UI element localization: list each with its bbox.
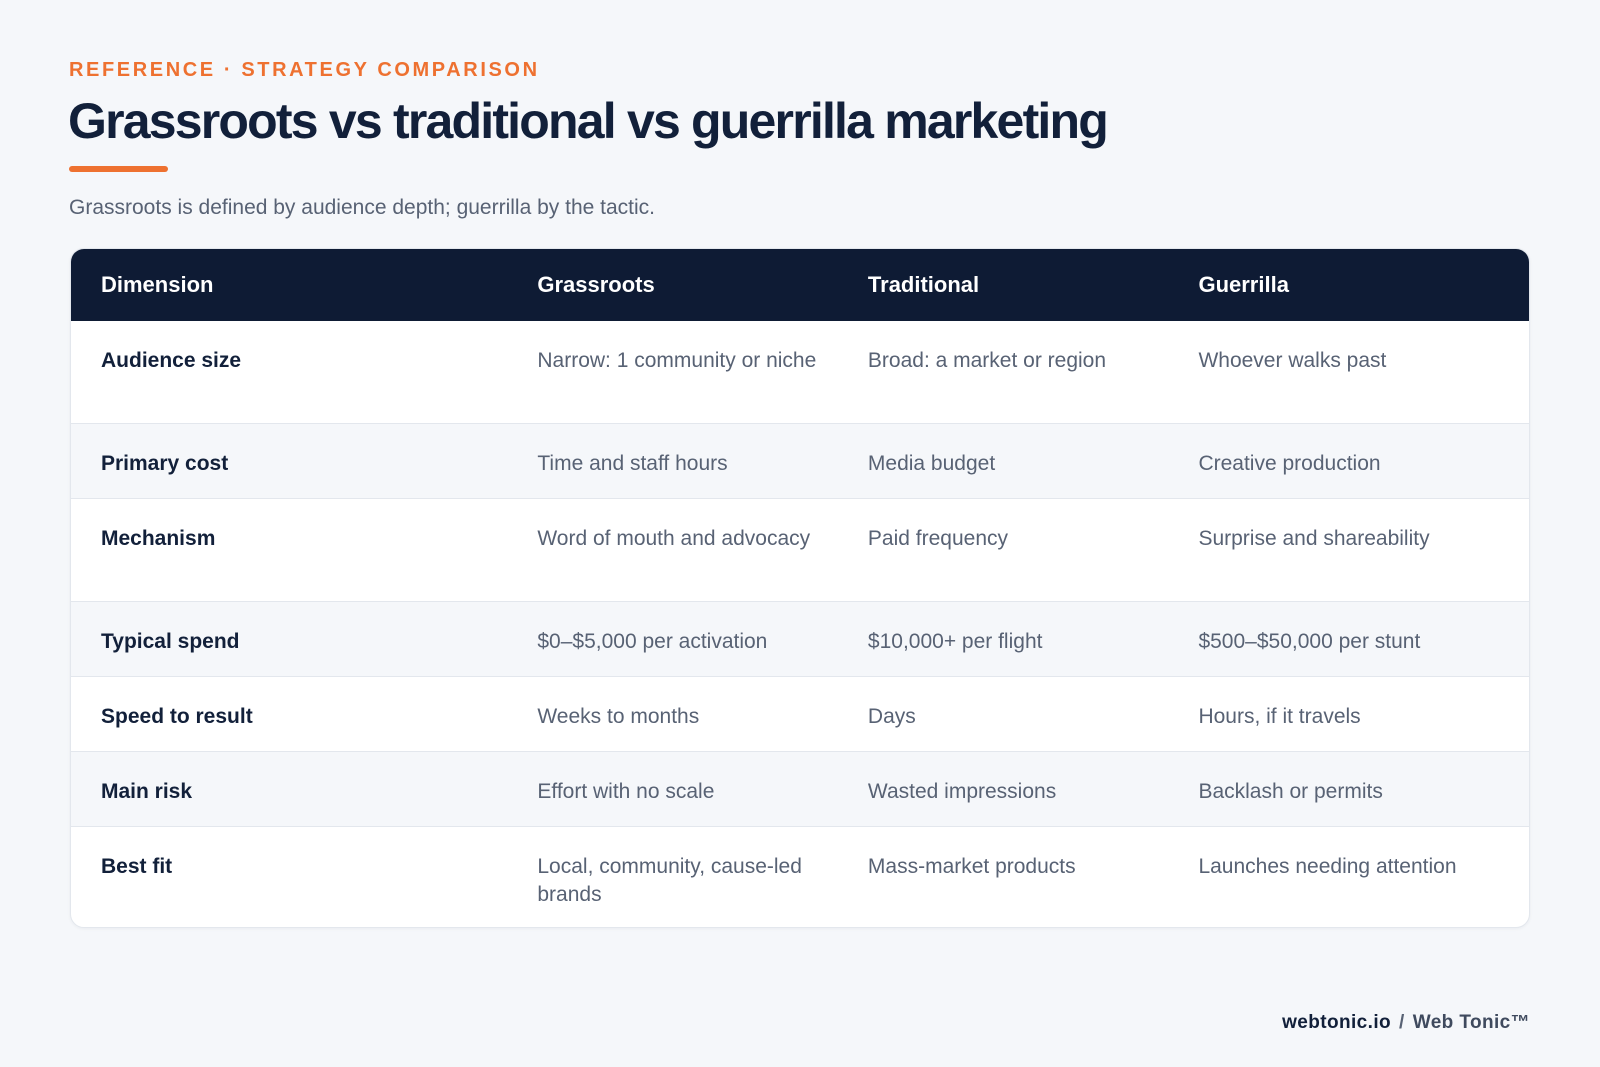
table-row: Speed to result Weeks to months Days Hou… (71, 677, 1529, 752)
cell-guerrilla: Launches needing attention (1198, 855, 1457, 878)
cell-guerrilla: Creative production (1198, 452, 1381, 475)
cell-traditional: Media budget (867, 452, 996, 475)
row-dimension: Primary cost (101, 452, 229, 475)
row-dimension: Main risk (101, 780, 193, 803)
cell-guerrilla: Backlash or permits (1198, 780, 1383, 803)
cell-traditional: Paid frequency (867, 527, 1008, 550)
header-guerrilla: Guerrilla (1198, 272, 1289, 297)
cell-guerrilla: Whoever walks past (1198, 349, 1387, 372)
header-grassroots: Grassroots (537, 272, 655, 297)
header-dimension: Dimension (101, 272, 214, 297)
header-traditional: Traditional (867, 272, 980, 297)
cell-guerrilla: Hours, if it travels (1198, 705, 1361, 728)
eyebrow-label: REFERENCE · STRATEGY COMPARISON (69, 59, 540, 81)
cell-grassroots: Word of mouth and advocacy (537, 527, 811, 550)
row-dimension: Audience size (101, 349, 242, 372)
cell-traditional: Mass-market products (867, 855, 1076, 878)
cell-grassroots: $0–$5,000 per activation (537, 630, 768, 653)
row-dimension: Mechanism (101, 527, 216, 550)
footer-domain: webtonic.io (1282, 1012, 1392, 1033)
cell-grassroots: Narrow: 1 community or niche (537, 349, 817, 372)
page-subtitle: Grassroots is defined by audience depth;… (69, 196, 655, 219)
cell-guerrilla: $500–$50,000 per stunt (1198, 630, 1421, 653)
comparison-table: Dimension Grassroots Traditional Guerril… (70, 248, 1530, 928)
footer-separator: / (1399, 1012, 1405, 1033)
table-header-row: Dimension Grassroots Traditional Guerril… (71, 249, 1529, 321)
row-dimension: Best fit (101, 855, 173, 878)
table-row: Typical spend $0–$5,000 per activation $… (71, 602, 1529, 677)
table-row: Mechanism Word of mouth and advocacy Pai… (71, 499, 1529, 602)
cell-traditional: $10,000+ per flight (867, 630, 1043, 653)
row-dimension: Typical spend (101, 630, 240, 653)
cell-grassroots: Effort with no scale (537, 780, 715, 803)
page-title: Grassroots vs traditional vs guerrilla m… (68, 93, 1109, 149)
cell-grassroots: Weeks to months (537, 705, 700, 728)
table-row: Best fit Local, community, cause-led bra… (71, 827, 1529, 927)
cell-grassroots: Time and staff hours (537, 452, 728, 475)
cell-traditional: Broad: a market or region (867, 349, 1107, 372)
table-row: Primary cost Time and staff hours Media … (71, 424, 1529, 499)
cell-traditional: Wasted impressions (867, 780, 1057, 803)
title-accent-bar (69, 166, 168, 172)
footer-brand: Web Tonic™ (1412, 1012, 1530, 1033)
table-row: Audience size Narrow: 1 community or nic… (71, 321, 1529, 424)
footer-credit: webtonic.io / Web Tonic™ (1282, 1012, 1530, 1034)
row-dimension: Speed to result (101, 705, 253, 728)
cell-traditional: Days (867, 705, 916, 728)
cell-grassroots: Local, community, cause-led brands (537, 855, 802, 906)
cell-guerrilla: Surprise and shareability (1198, 527, 1430, 550)
table-row: Main risk Effort with no scale Wasted im… (71, 752, 1529, 827)
